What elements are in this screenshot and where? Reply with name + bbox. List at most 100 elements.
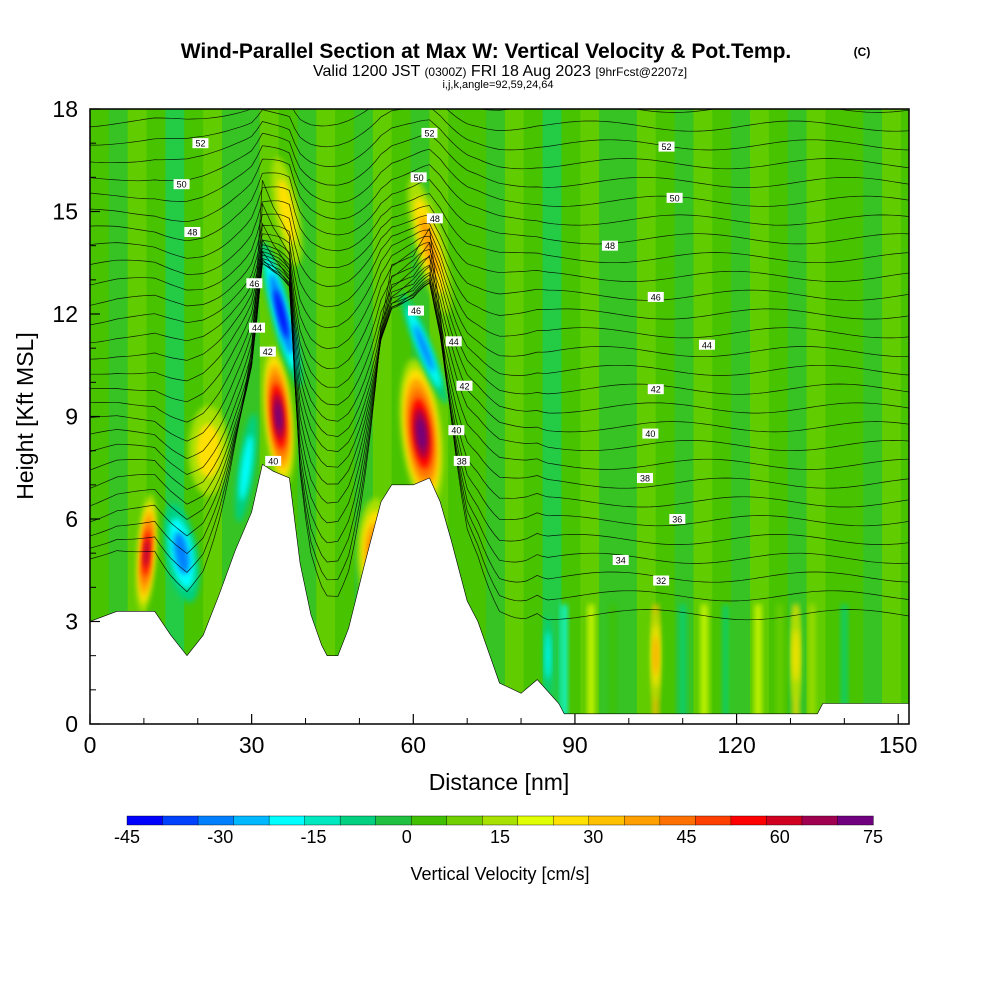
- updraft-core: [792, 628, 799, 683]
- low-level-streak: [755, 604, 762, 724]
- updraft-core: [275, 402, 282, 431]
- theta-contour: [90, 180, 909, 621]
- downdraft-core: [545, 631, 551, 680]
- velocity-streak: [750, 109, 769, 724]
- theta-contour: [90, 213, 909, 301]
- svg-text:50: 50: [177, 180, 187, 190]
- theta-contour: [90, 223, 909, 320]
- theta-contour: [90, 254, 909, 433]
- y-tick-label: 3: [65, 609, 78, 635]
- velocity-streak: [825, 109, 845, 724]
- y-tick-label: 6: [65, 506, 78, 532]
- velocity-streak: [504, 109, 524, 724]
- colorbar-tick-label: 30: [583, 827, 603, 847]
- svg-text:32: 32: [656, 576, 666, 586]
- svg-text:48: 48: [187, 228, 197, 238]
- updraft-core: [653, 636, 658, 675]
- colorbar-swatch: [624, 815, 661, 826]
- velocity-streak: [787, 109, 807, 724]
- x-tick-label: 0: [84, 732, 97, 758]
- svg-text:40: 40: [645, 429, 655, 439]
- colorbar-swatch: [588, 815, 625, 826]
- svg-text:44: 44: [449, 337, 459, 347]
- theta-contour: [90, 172, 909, 245]
- colorbar-tick-label: 15: [490, 827, 510, 847]
- low-level-streak: [841, 604, 848, 724]
- colorbar-tick-label: -45: [114, 827, 140, 847]
- svg-text:44: 44: [702, 340, 712, 350]
- x-tick-label: 30: [239, 732, 265, 758]
- theta-label: 48: [426, 213, 443, 224]
- theta-label: 50: [410, 172, 427, 183]
- colorbar-tick-label: 60: [770, 827, 790, 847]
- theta-label: 42: [456, 380, 473, 391]
- velocity-streak: [863, 109, 883, 724]
- velocity-streak: [523, 109, 543, 724]
- theta-contour: [90, 158, 909, 226]
- low-level-streak: [701, 604, 708, 724]
- updraft-core: [196, 423, 221, 478]
- svg-text:38: 38: [457, 456, 467, 466]
- valid-time-line: Valid 1200 JST (0300Z) FRI 18 Aug 2023 […: [313, 63, 687, 80]
- theta-label: 48: [184, 227, 201, 238]
- colorbar-swatch: [162, 815, 199, 826]
- theta-label: 44: [698, 339, 715, 350]
- theta-contour: [90, 250, 909, 545]
- svg-text:52: 52: [424, 128, 434, 138]
- colorbar-swatch: [659, 815, 696, 826]
- updraft-core: [417, 418, 426, 449]
- theta-contour: [90, 258, 909, 527]
- velocity-streak: [655, 109, 675, 724]
- colorbar-swatch: [304, 815, 341, 826]
- low-level-streak: [679, 604, 686, 724]
- svg-text:50: 50: [414, 173, 424, 183]
- velocity-streak: [674, 109, 694, 724]
- theta-contour: [90, 235, 909, 358]
- svg-text:42: 42: [651, 385, 661, 395]
- downdraft-core: [274, 289, 289, 339]
- velocity-streak: [731, 109, 751, 724]
- velocity-streak: [580, 109, 600, 724]
- colorbar-swatch: [766, 815, 803, 826]
- velocity-streak: [844, 109, 864, 724]
- x-axis-label: Distance [nm]: [429, 769, 570, 795]
- forecast-info: [9hrFcst@2207z]: [595, 65, 687, 79]
- theta-label: 38: [453, 455, 470, 466]
- valid-utc: (0300Z): [424, 65, 466, 79]
- theta-label: 44: [249, 322, 266, 333]
- colorbar-swatch: [375, 815, 412, 826]
- theta-label: 40: [448, 425, 465, 436]
- velocity-streak: [693, 109, 713, 724]
- theta-label: 52: [658, 141, 675, 152]
- colorbar-swatch: [801, 815, 839, 826]
- theta-contour: [90, 145, 909, 207]
- theta-label: 38: [636, 473, 653, 484]
- downdraft-core: [239, 435, 253, 501]
- svg-text:42: 42: [459, 381, 469, 391]
- colorbar-label: Vertical Velocity [cm/s]: [410, 864, 589, 884]
- colorbar-tick-label: 75: [863, 827, 883, 847]
- theta-label: 46: [647, 291, 664, 302]
- colorbar-swatch: [837, 815, 874, 826]
- theta-contour: [90, 251, 909, 414]
- theta-contour: [90, 109, 909, 132]
- plot-area: 52 50 48 46 44 42 40 52 50 48 46 44 42 40 38 52 50 48 46 44…: [90, 109, 909, 724]
- terrain-mask: [90, 463, 909, 724]
- colorbar-swatch: [126, 815, 164, 826]
- x-tick-label: 90: [562, 732, 588, 758]
- y-tick-label: 15: [52, 199, 78, 225]
- downdraft-core: [173, 532, 190, 575]
- colorbar-swatch: [410, 815, 448, 826]
- theta-contour: [90, 238, 909, 564]
- velocity-streak: [486, 109, 505, 724]
- colorbar-swatch: [446, 815, 483, 826]
- svg-text:46: 46: [249, 279, 259, 289]
- theta-label: 48: [601, 240, 618, 251]
- colorbar-swatch: [553, 815, 590, 826]
- theta-contour: [90, 222, 909, 583]
- theta-label: 40: [642, 428, 659, 439]
- theta-contour: [90, 229, 909, 339]
- svg-text:44: 44: [252, 323, 262, 333]
- theta-contour-labels: 52 50 48 46 44 42 40 52 50 48 46 44 42 40 38 52 50 48 46 44…: [173, 127, 715, 586]
- theta-contour: [90, 203, 909, 602]
